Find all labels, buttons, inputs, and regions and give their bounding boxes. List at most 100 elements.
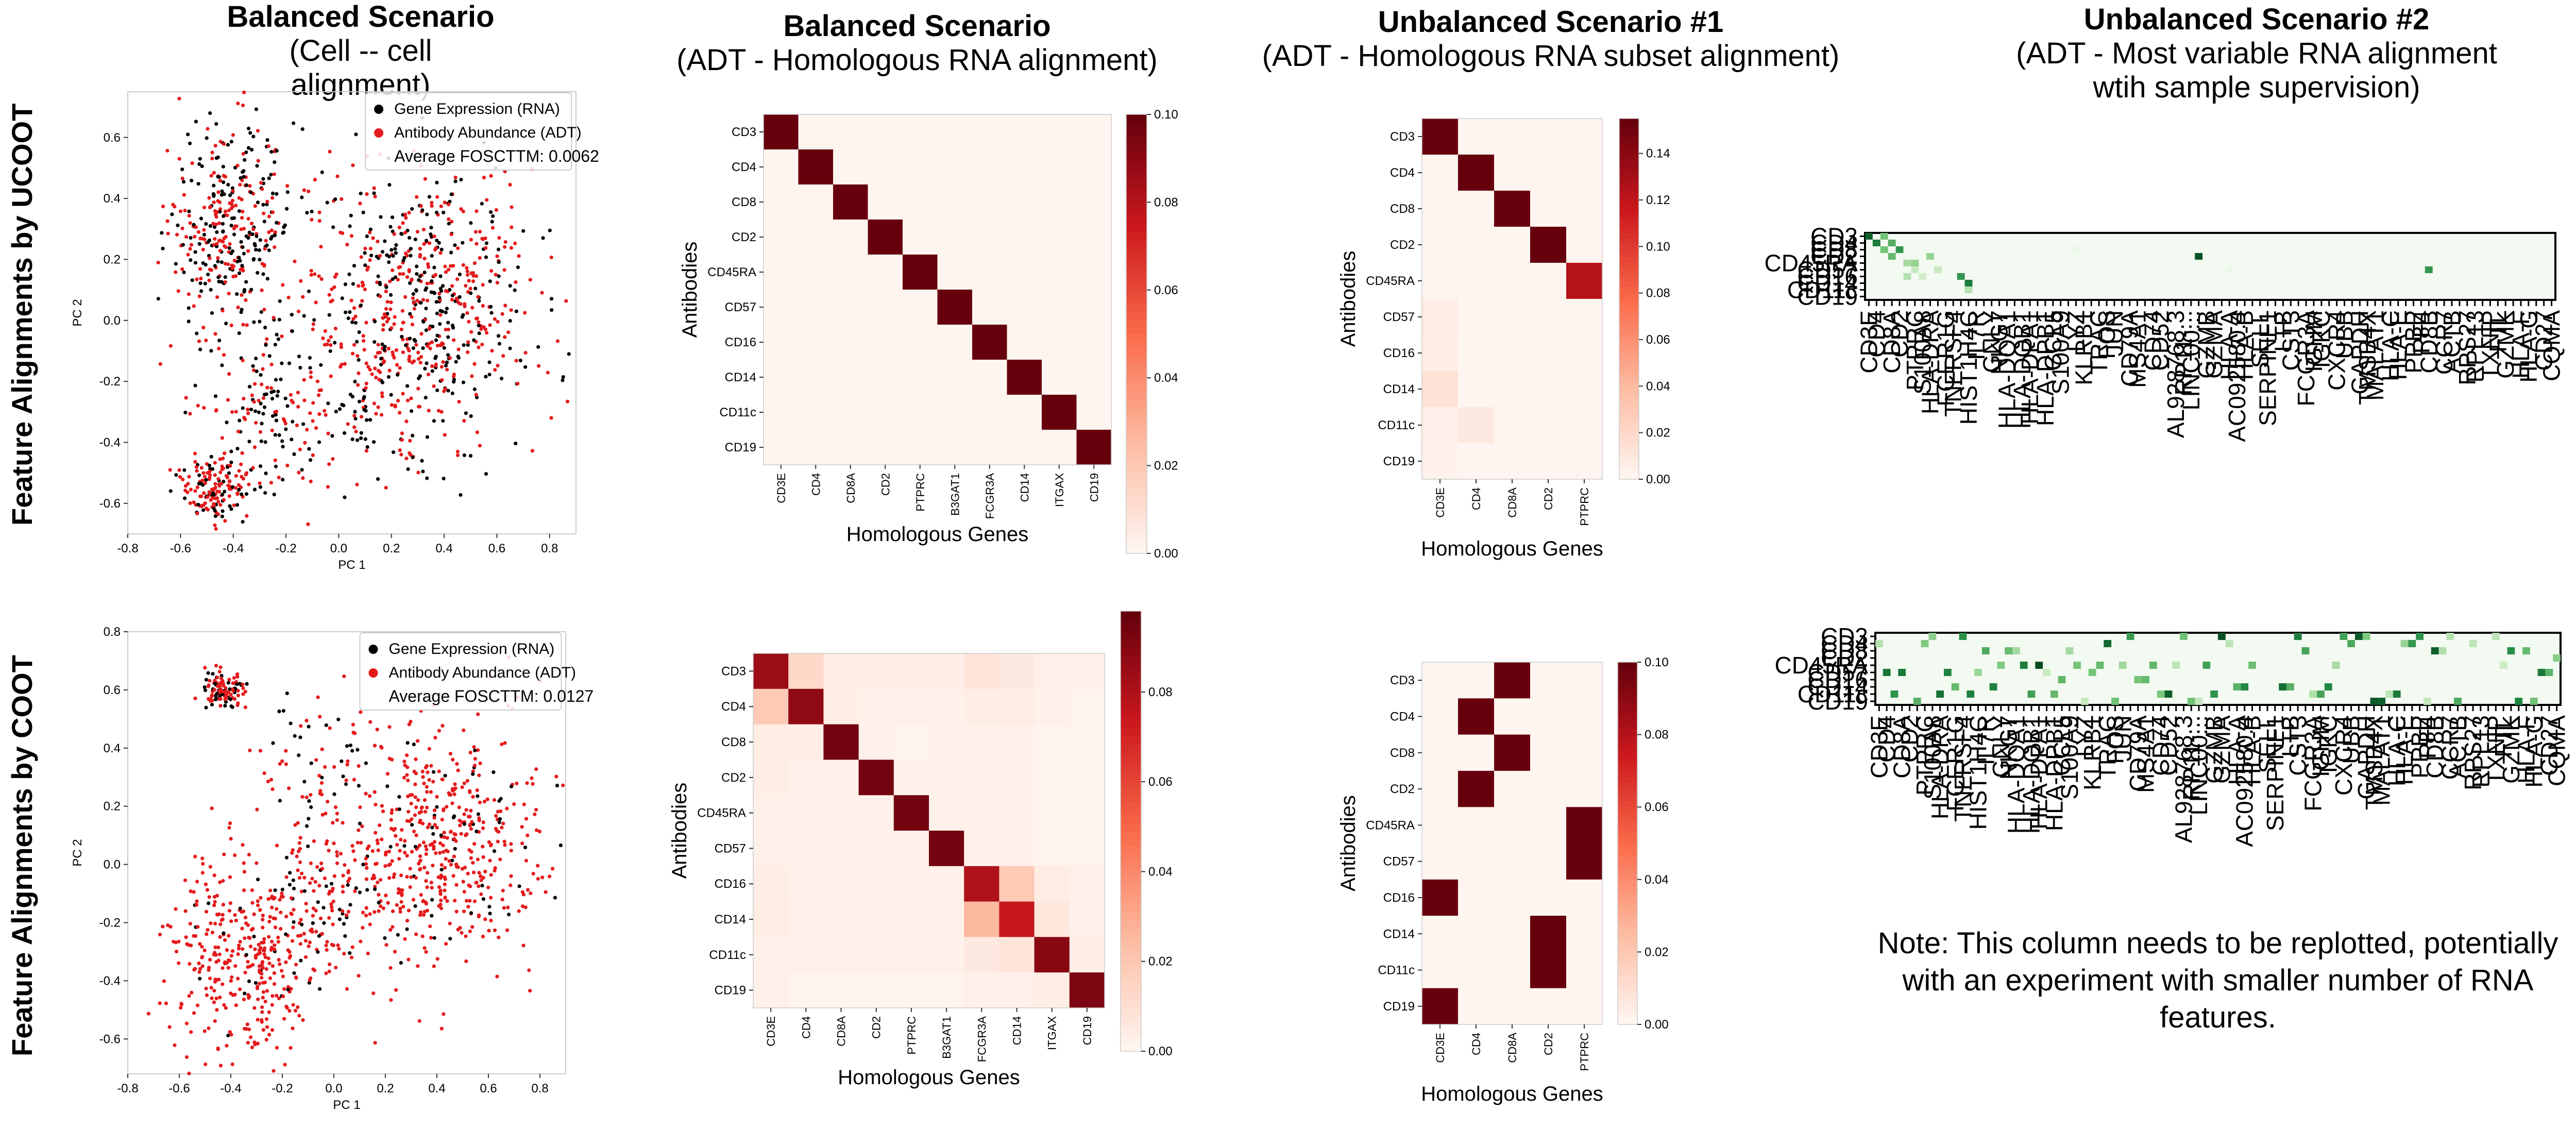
rna-point xyxy=(421,319,426,324)
rna-point xyxy=(248,131,252,135)
adt-point xyxy=(215,210,219,214)
y-tick-label: CD16 xyxy=(715,877,746,891)
colorbar-step xyxy=(1618,777,1637,783)
rna-point xyxy=(359,304,363,308)
heat-cell xyxy=(1076,290,1112,325)
heat-cell xyxy=(798,325,834,360)
colorbar-step xyxy=(1126,158,1147,166)
adt-point xyxy=(260,1010,264,1014)
adt-point xyxy=(173,1043,177,1048)
rna-point xyxy=(263,440,267,444)
adt-point xyxy=(399,873,403,878)
heat-cell xyxy=(1530,662,1567,699)
adt-point xyxy=(222,498,226,502)
heat-cell xyxy=(2317,690,2325,698)
adt-point xyxy=(489,896,493,900)
x-tick-label: NKG7 xyxy=(1995,715,2022,780)
adt-point xyxy=(414,343,418,347)
rna-point xyxy=(357,358,361,362)
adt-point xyxy=(188,922,192,926)
rna-point xyxy=(567,352,571,356)
colorbar-step xyxy=(1126,414,1147,422)
adt-point xyxy=(381,906,385,911)
rna-point xyxy=(209,349,213,353)
adt-point xyxy=(298,942,302,946)
adt-point xyxy=(502,839,506,844)
adt-point xyxy=(270,787,275,791)
colorbar-step xyxy=(1126,275,1147,283)
heat-cell xyxy=(1566,698,1603,735)
adt-point xyxy=(523,905,528,909)
adt-point xyxy=(425,785,429,789)
adt-point xyxy=(213,461,217,465)
adt-point xyxy=(229,991,233,996)
adt-point xyxy=(192,968,196,972)
heat-cell xyxy=(753,937,789,973)
rna-point xyxy=(270,414,275,418)
x-tick-label: CD2 xyxy=(1542,487,1555,510)
adt-point xyxy=(465,269,469,274)
y-tick-label: CD45RA xyxy=(697,806,746,820)
adt-point xyxy=(267,919,272,924)
rna-point xyxy=(355,438,360,442)
adt-point xyxy=(239,462,243,466)
adt-point xyxy=(392,828,396,832)
rna-point xyxy=(331,225,335,229)
adt-point xyxy=(187,994,191,998)
rna-point xyxy=(229,507,233,511)
adt-point xyxy=(189,889,193,894)
adt-point xyxy=(455,277,460,281)
adt-point xyxy=(317,219,321,223)
rna-point xyxy=(227,471,231,475)
adt-point xyxy=(443,896,447,900)
adt-point xyxy=(397,857,401,861)
rna-point xyxy=(498,817,502,821)
y-tick-label: CD8 xyxy=(1390,202,1415,216)
adt-point xyxy=(376,351,380,355)
heat-cell xyxy=(1865,233,1873,240)
adt-point xyxy=(253,947,257,951)
rna-point xyxy=(430,914,434,918)
heat-cell xyxy=(823,653,859,689)
adt-point xyxy=(265,337,269,341)
adt-point xyxy=(537,830,542,834)
adt-point xyxy=(471,279,476,283)
adt-point xyxy=(217,697,221,701)
rna-point xyxy=(420,208,425,212)
y-tick-label: CD11c xyxy=(1787,277,1858,304)
rna-point xyxy=(361,863,365,867)
x-tick-label: LTB xyxy=(2269,310,2296,352)
adt-point xyxy=(294,976,298,980)
adt-point xyxy=(372,790,377,794)
adt-point xyxy=(232,503,236,508)
colorbar-step xyxy=(1619,209,1639,215)
adt-point xyxy=(376,841,380,846)
adt-point xyxy=(309,861,313,865)
adt-point xyxy=(184,935,188,939)
x-tick-label: GAPDH xyxy=(2353,715,2380,800)
adt-point xyxy=(375,280,379,284)
heat-cell xyxy=(1967,690,1975,698)
rna-point xyxy=(343,934,347,938)
rna-point xyxy=(259,373,263,377)
adt-point xyxy=(209,174,213,178)
adt-point xyxy=(416,350,420,355)
rna-point xyxy=(183,410,188,415)
scatter-points xyxy=(156,90,571,531)
colorbar-step xyxy=(1126,151,1147,159)
adt-point xyxy=(364,449,369,453)
adt-point xyxy=(333,275,337,279)
rna-point xyxy=(354,886,358,890)
x-axis-label: Homologous Genes xyxy=(1421,1083,1603,1105)
adt-point xyxy=(474,881,479,885)
adt-point xyxy=(261,996,265,1000)
adt-point xyxy=(268,888,273,892)
rna-point xyxy=(267,354,272,358)
adt-point xyxy=(475,430,480,434)
adt-point xyxy=(450,801,454,805)
rna-point xyxy=(391,277,395,281)
heat-cell xyxy=(1494,227,1531,263)
rna-point xyxy=(379,215,383,219)
adt-point xyxy=(215,676,219,680)
adt-point xyxy=(488,858,492,863)
